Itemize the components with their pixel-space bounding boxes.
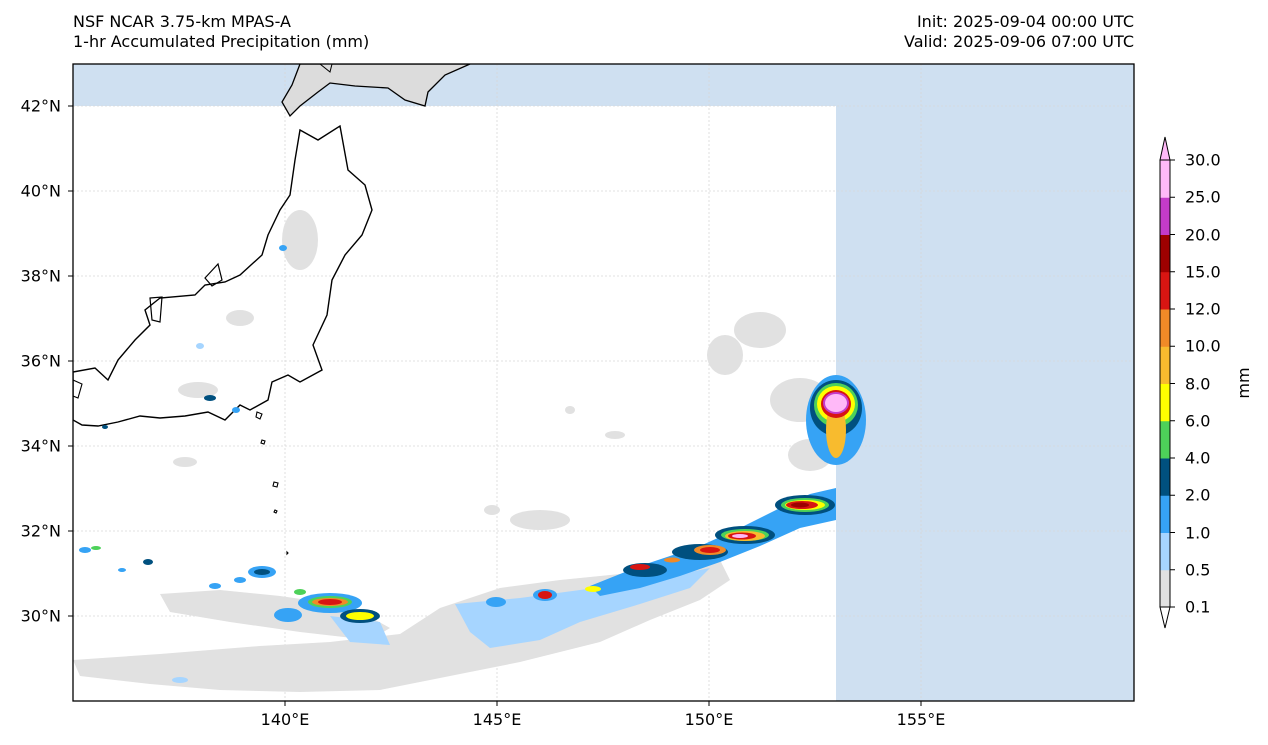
colorbar-segment-11 bbox=[1160, 160, 1170, 198]
axis-ticks bbox=[68, 105, 922, 706]
hokkaido-land bbox=[281, 64, 471, 118]
lat-label-36: 36°N bbox=[20, 351, 61, 371]
colorbar-extend-max bbox=[1159, 136, 1171, 161]
colorbar-segment-2 bbox=[1160, 495, 1170, 533]
lon-label-145: 145°E bbox=[472, 710, 522, 729]
colorbar-segment-1 bbox=[1160, 532, 1170, 571]
colorbar-tick-label: 6.0 bbox=[1185, 411, 1211, 431]
sado-island bbox=[204, 262, 223, 287]
colorbar-tick-label: 0.5 bbox=[1185, 560, 1211, 580]
colorbar bbox=[1159, 136, 1175, 629]
lat-label-32: 32°N bbox=[20, 521, 61, 541]
lon-label-155: 155°E bbox=[896, 710, 946, 729]
init-time: Init: 2025-09-04 00:00 UTC bbox=[916, 12, 1134, 31]
valid-time: Valid: 2025-09-06 07:00 UTC bbox=[903, 32, 1134, 51]
noto-peninsula bbox=[149, 296, 163, 323]
colorbar-segment-7 bbox=[1160, 309, 1170, 347]
honshu-coastline bbox=[73, 124, 373, 427]
model-title: NSF NCAR 3.75-km MPAS-A bbox=[73, 12, 291, 31]
colorbar-tick-label: 1.0 bbox=[1185, 523, 1211, 542]
rishiri-island bbox=[319, 64, 333, 73]
colorbar-tick-label: 12.0 bbox=[1185, 299, 1221, 319]
colorbar-tick-label: 8.0 bbox=[1185, 374, 1211, 393]
kii-islet bbox=[73, 379, 83, 399]
colorbar-tick-label: 15.0 bbox=[1185, 262, 1221, 282]
colorbar-segment-6 bbox=[1160, 346, 1170, 384]
colorbar-segment-10 bbox=[1160, 197, 1170, 235]
map-frame bbox=[72, 63, 1135, 702]
colorbar-segment-4 bbox=[1160, 420, 1170, 459]
lon-label-140: 140°E bbox=[260, 710, 310, 729]
precip-rainband bbox=[486, 375, 866, 607]
lon-label-150: 150°E bbox=[684, 710, 734, 729]
chart-title-block: NSF NCAR 3.75-km MPAS-A 1-hr Accumulated… bbox=[73, 12, 369, 52]
colorbar-segment-5 bbox=[1160, 383, 1170, 422]
lat-label-42: 42°N bbox=[20, 96, 61, 116]
time-info-block: Init: 2025-09-04 00:00 UTC Valid: 2025-0… bbox=[904, 12, 1134, 52]
lat-label-30: 30°N bbox=[20, 606, 61, 626]
lat-label-38: 38°N bbox=[20, 266, 61, 286]
colorbar-tick-label: 2.0 bbox=[1185, 485, 1211, 505]
colorbar-unit-text: mm bbox=[1234, 367, 1253, 399]
colorbar-tick-label: 20.0 bbox=[1185, 225, 1221, 244]
precip-scattered-cells bbox=[102, 245, 287, 429]
colorbar-extend-min bbox=[1159, 606, 1171, 629]
colorbar-tick-label: 4.0 bbox=[1185, 448, 1211, 468]
colorbar-tick-label: 10.0 bbox=[1185, 336, 1221, 356]
precip-moderate-areas bbox=[172, 343, 710, 683]
colorbar-segment-0 bbox=[1160, 569, 1170, 608]
gridlines bbox=[73, 64, 1134, 701]
colorbar-segment-9 bbox=[1160, 234, 1170, 273]
lat-label-34: 34°N bbox=[20, 436, 61, 456]
colorbar-segment-8 bbox=[1160, 271, 1170, 310]
outside-domain-east bbox=[836, 64, 1134, 701]
colorbar-unit-label: mm bbox=[1234, 352, 1253, 398]
colorbar-tick-label: 25.0 bbox=[1185, 187, 1221, 207]
colorbar-segments bbox=[1160, 160, 1170, 608]
colorbar-tick-label: 0.1 bbox=[1185, 597, 1211, 617]
colorbar-tick-label: 30.0 bbox=[1185, 150, 1221, 170]
colorbar-segment-3 bbox=[1160, 458, 1170, 496]
lat-label-40: 40°N bbox=[20, 181, 61, 201]
field-title: 1-hr Accumulated Precipitation (mm) bbox=[73, 32, 370, 51]
precip-southwest-cluster bbox=[79, 546, 380, 623]
izu-islands bbox=[255, 411, 289, 556]
